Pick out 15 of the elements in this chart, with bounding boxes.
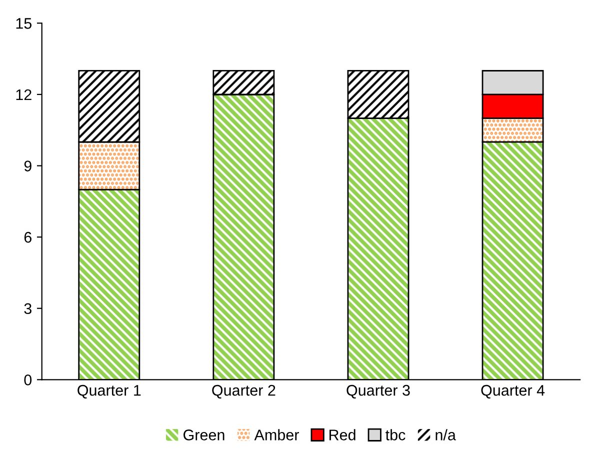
legend-label: n/a	[436, 429, 456, 440]
x-tick-label: Quarter 2	[212, 384, 276, 398]
y-tick-label: 3	[24, 303, 32, 314]
legend-label: tbc	[386, 429, 406, 440]
y-tick-label: 12	[16, 89, 32, 100]
y-tick-label: 0	[24, 374, 32, 386]
x-tick-label: Quarter 3	[346, 384, 410, 398]
y-tick-label: 15	[16, 18, 32, 29]
legend-label: Amber	[254, 429, 299, 440]
legend-label: Red	[330, 429, 356, 440]
x-tick-label: Quarter 4	[481, 384, 545, 398]
y-tick-label: 9	[24, 160, 32, 172]
legend-label: Green	[184, 430, 224, 440]
x-tick-label: Quarter 1	[78, 384, 141, 398]
y-tick-label: 6	[24, 232, 32, 243]
